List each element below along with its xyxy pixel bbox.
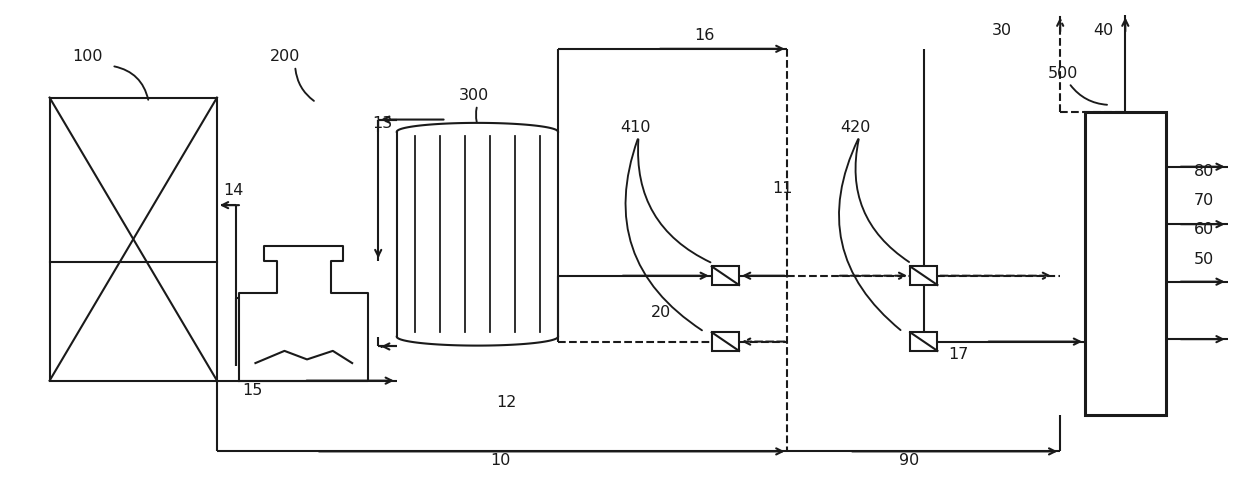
Text: 80: 80 bbox=[1194, 163, 1214, 179]
Text: 300: 300 bbox=[459, 88, 489, 103]
Text: 16: 16 bbox=[694, 28, 714, 43]
Bar bbox=[910, 266, 937, 285]
Text: 200: 200 bbox=[270, 49, 300, 64]
Bar bbox=[1085, 112, 1166, 415]
Text: 100: 100 bbox=[72, 49, 103, 64]
Text: 14: 14 bbox=[223, 183, 243, 198]
Text: 17: 17 bbox=[949, 346, 968, 362]
Bar bbox=[712, 332, 739, 351]
Text: 70: 70 bbox=[1194, 193, 1214, 208]
Bar bbox=[712, 266, 739, 285]
Text: 410: 410 bbox=[620, 120, 651, 135]
Text: 13: 13 bbox=[372, 116, 392, 131]
Bar bbox=[910, 332, 937, 351]
Text: 10: 10 bbox=[490, 452, 510, 468]
Bar bbox=[50, 98, 217, 381]
Text: 30: 30 bbox=[992, 23, 1012, 38]
Text: 12: 12 bbox=[496, 395, 516, 410]
Text: 50: 50 bbox=[1194, 251, 1214, 266]
Text: 60: 60 bbox=[1194, 222, 1214, 237]
Text: 11: 11 bbox=[773, 181, 794, 196]
Text: 40: 40 bbox=[1094, 23, 1114, 38]
Text: 20: 20 bbox=[651, 305, 671, 320]
Text: 90: 90 bbox=[899, 452, 919, 468]
Text: 500: 500 bbox=[1048, 66, 1078, 81]
Text: 15: 15 bbox=[242, 383, 262, 398]
Text: 420: 420 bbox=[841, 120, 870, 135]
